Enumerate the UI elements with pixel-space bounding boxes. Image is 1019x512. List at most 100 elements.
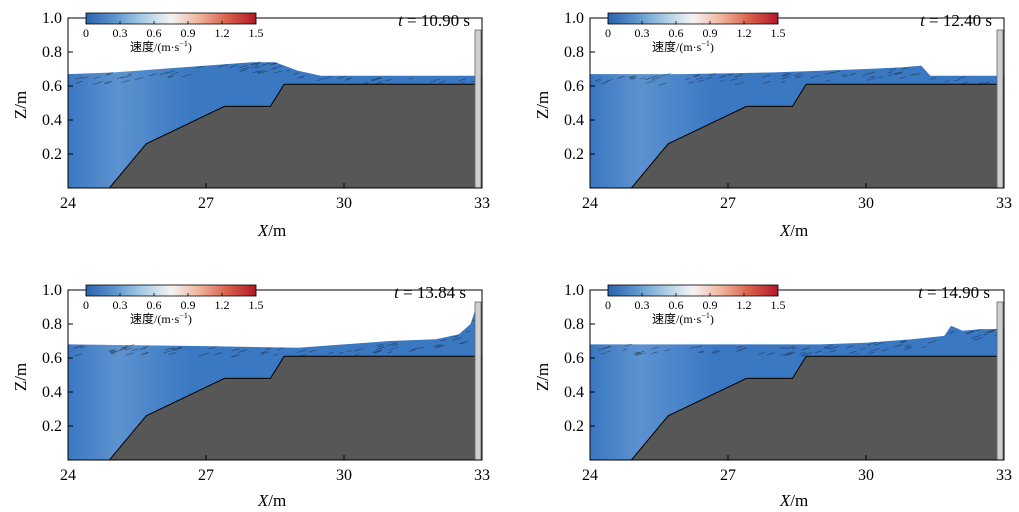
x-axis-label-0: X/m — [257, 221, 286, 240]
time-value-3: = 14.90 s — [923, 283, 990, 302]
colorbar-title-close: ) — [710, 312, 714, 326]
x-axis-var-0: X — [257, 221, 269, 240]
x-tick-label: 30 — [336, 467, 352, 484]
colorbar-tick-label: 0.9 — [181, 298, 196, 312]
colorbar-gradient — [85, 12, 257, 25]
colorbar-tick-label: 0.6 — [147, 298, 162, 312]
colorbar-tick-label: 1.5 — [771, 26, 786, 40]
axes-frame-2 — [67, 289, 483, 461]
colorbar-title-close: ) — [188, 312, 192, 326]
x-tick-label: 27 — [198, 467, 214, 484]
y-tick-label: 0.6 — [564, 78, 584, 95]
time-var-0: t — [398, 11, 404, 30]
colorbar-title-exp: −1 — [179, 311, 188, 320]
colorbar-tick-label: 0.6 — [147, 26, 162, 40]
velocity-vectors-3 — [597, 328, 1004, 357]
colorbar-title-main: 速度/(m·s — [652, 39, 702, 54]
bed-profile-1 — [590, 83, 1004, 188]
time-label-1: t = 12.40 s — [920, 11, 992, 30]
time-value-0: = 10.90 s — [403, 11, 470, 30]
plot-area-2 — [68, 301, 482, 460]
y-tick-label: 0.8 — [564, 316, 584, 333]
y-tick-label: 1.0 — [564, 282, 584, 299]
panel-t-10-90: 0.2 0.4 0.6 0.8 1.0 24 27 30 33 Z/m X/m t = 10.… — [11, 10, 490, 240]
axes-frame-0 — [67, 17, 483, 189]
plot-area-0 — [68, 29, 482, 188]
y-tick-label: 0.8 — [42, 316, 62, 333]
bed-profile-2 — [68, 355, 482, 460]
time-var-3: t — [918, 283, 924, 302]
y-ticks-2: 0.2 0.4 0.6 0.8 1.0 — [42, 282, 73, 435]
colorbar-tick-label: 1.5 — [249, 26, 264, 40]
time-label-2: t = 13.84 s — [394, 283, 466, 302]
colorbar-tick-label: 1.2 — [215, 298, 230, 312]
x-tick-label: 33 — [474, 195, 490, 212]
end-wall-2 — [474, 301, 482, 460]
y-ticks-1: 0.2 0.4 0.6 0.8 1.0 — [564, 10, 595, 163]
x-axis-unit-0: /m — [268, 221, 286, 240]
x-tick-label: 27 — [720, 467, 736, 484]
x-tick-label: 33 — [996, 467, 1012, 484]
colorbar-tick-label: 1.2 — [737, 26, 752, 40]
end-wall-1 — [996, 29, 1004, 188]
x-tick-label: 27 — [720, 195, 736, 212]
colorbar-tick-label: 0.6 — [669, 298, 684, 312]
x-tick-label: 33 — [996, 195, 1012, 212]
y-tick-label: 0.4 — [564, 112, 584, 129]
y-tick-label: 0.2 — [42, 146, 62, 163]
y-tick-label: 1.0 — [42, 282, 62, 299]
axes-frame-1 — [589, 17, 1005, 189]
x-tick-label: 30 — [858, 195, 874, 212]
colorbar-tick-label: 0 — [83, 26, 89, 40]
plot-area-3 — [590, 301, 1004, 460]
colorbar-tick-label: 1.5 — [249, 298, 264, 312]
x-tick-label: 24 — [582, 195, 598, 212]
colorbar-title-main: 速度/(m·s — [652, 311, 702, 326]
colorbar-tick-label: 0.9 — [703, 298, 718, 312]
x-axis-var-2: X — [257, 491, 269, 510]
axes-frame-3 — [589, 289, 1005, 461]
x-tick-label: 30 — [336, 195, 352, 212]
colorbar-title-main: 速度/(m·s — [130, 311, 180, 326]
time-value-1: = 12.40 s — [925, 11, 992, 30]
x-tick-label: 24 — [60, 195, 76, 212]
y-axis-label-0: Z/m — [11, 91, 30, 119]
x-axis-unit-1: /m — [790, 221, 808, 240]
colorbar-title: 速度/(m·s−1) — [652, 39, 714, 54]
y-ticks-3: 0.2 0.4 0.6 0.8 1.0 — [564, 282, 595, 435]
colorbar-tick-label: 0 — [83, 298, 89, 312]
colorbar-tick-label: 0.6 — [669, 26, 684, 40]
x-ticks-2: 24 27 30 33 — [60, 455, 490, 484]
x-tick-label: 27 — [198, 195, 214, 212]
bed-profile-3 — [590, 355, 1004, 460]
colorbar-title-exp: −1 — [179, 39, 188, 48]
colorbar-0: 0 0.3 0.6 0.9 1.2 1.5 速度/(m·s−1) — [83, 12, 264, 54]
colorbar-title-close: ) — [188, 40, 192, 54]
time-var-1: t — [920, 11, 926, 30]
x-tick-label: 24 — [582, 467, 598, 484]
y-axis-label-1: Z/m — [533, 91, 552, 119]
colorbar-tick-label: 0 — [605, 26, 611, 40]
y-tick-label: 0.6 — [42, 78, 62, 95]
y-tick-label: 0.2 — [42, 418, 62, 435]
colorbar-2: 0 0.3 0.6 0.9 1.2 1.5 速度/(m·s−1) — [83, 284, 264, 326]
time-value-2: = 13.84 s — [399, 283, 466, 302]
y-tick-label: 0.2 — [564, 418, 584, 435]
colorbar-tick-label: 0.3 — [113, 298, 128, 312]
panel-t-13-84: 0.2 0.4 0.6 0.8 1.0 24 27 30 33 Z/m X/m t = 13.… — [11, 282, 490, 510]
colorbar-tick-label: 0.9 — [181, 26, 196, 40]
colorbar-tick-label: 0.3 — [635, 298, 650, 312]
y-axis-label-2: Z/m — [11, 363, 30, 391]
plot-area-1 — [590, 29, 1004, 188]
colorbar-title: 速度/(m·s−1) — [130, 39, 192, 54]
x-axis-label-1: X/m — [779, 221, 808, 240]
y-tick-label: 0.6 — [42, 350, 62, 367]
colorbar-title-close: ) — [710, 40, 714, 54]
x-tick-label: 30 — [858, 467, 874, 484]
y-tick-label: 0.2 — [564, 146, 584, 163]
time-label-0: t = 10.90 s — [398, 11, 470, 30]
y-tick-label: 0.4 — [564, 384, 584, 401]
x-axis-unit-2: /m — [268, 491, 286, 510]
colorbar-tick-label: 1.5 — [771, 298, 786, 312]
